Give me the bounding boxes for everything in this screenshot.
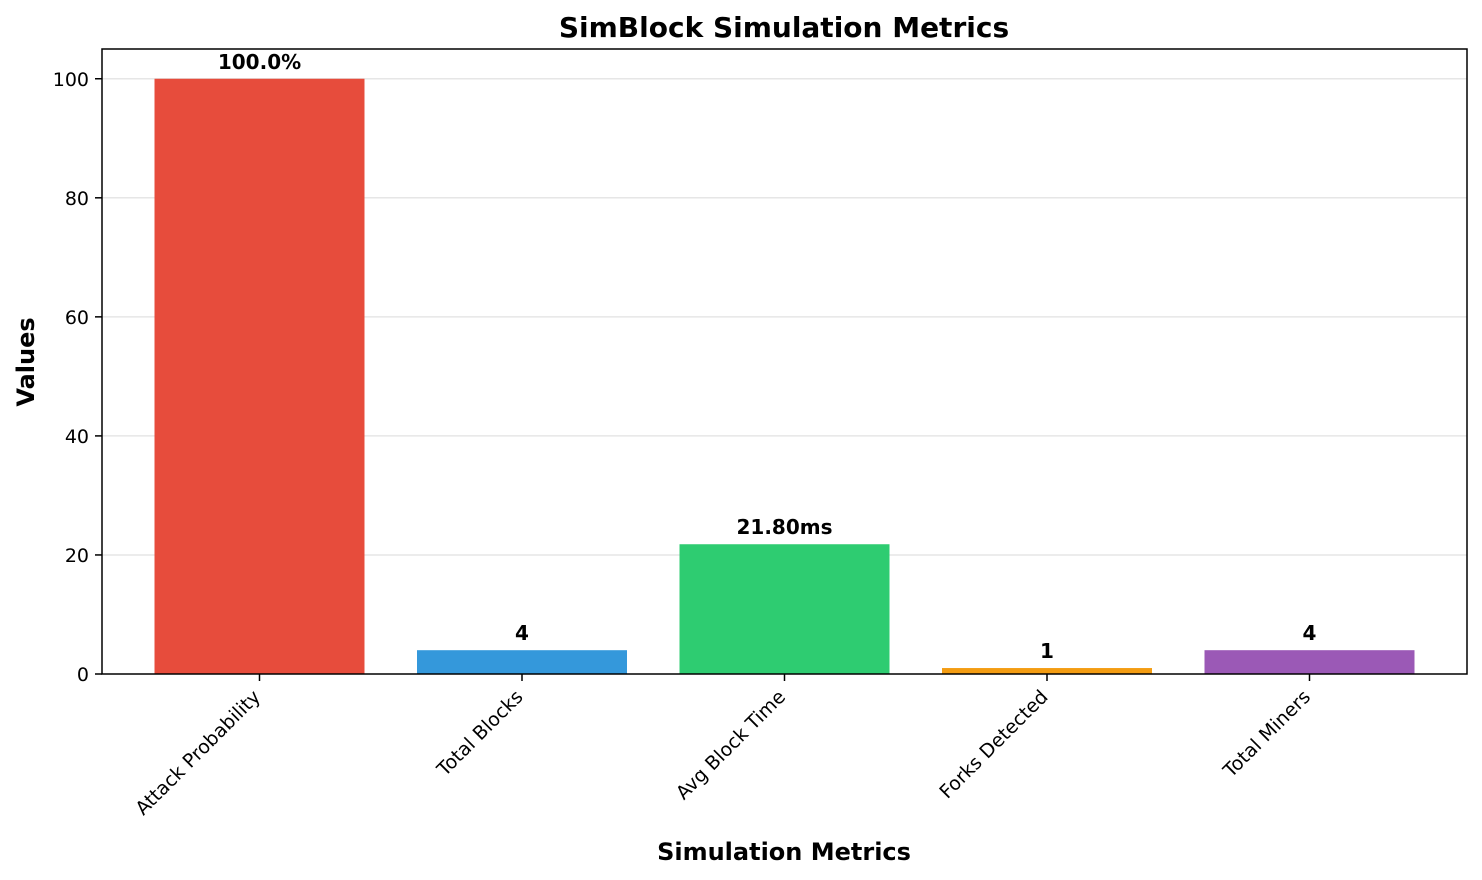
bar: [679, 544, 890, 674]
data-label: 100.0%: [218, 50, 301, 74]
bar: [417, 650, 627, 674]
bar: [1204, 650, 1415, 674]
y-tick-label: 20: [65, 545, 89, 567]
bar: [942, 668, 1152, 674]
y-tick-label: 100: [53, 69, 89, 91]
data-label: 4: [1303, 621, 1317, 645]
x-tick-label: Attack Probability: [131, 686, 265, 820]
chart-title: SimBlock Simulation Metrics: [559, 11, 1009, 44]
data-labels: 100.0% 4 21.80ms 1 4: [218, 50, 1317, 663]
data-label: 4: [515, 621, 529, 645]
bar: [154, 78, 365, 674]
y-axis-label: Values: [12, 317, 40, 406]
y-tick-label: 80: [65, 188, 89, 210]
y-axis-ticks: 0 20 40 60 80 100: [53, 69, 102, 686]
x-tick-label: Total Miners: [1218, 686, 1315, 783]
y-tick-label: 40: [65, 426, 89, 448]
x-tick-label: Avg Block Time: [672, 686, 790, 804]
y-tick-label: 0: [77, 664, 89, 686]
bars: [154, 78, 1415, 674]
x-axis-ticks: Attack Probability Total Blocks Avg Block …: [131, 674, 1315, 820]
x-tick-label: Total Blocks: [432, 686, 527, 781]
x-axis-label: Simulation Metrics: [657, 838, 911, 866]
data-label: 1: [1040, 639, 1054, 663]
x-tick-label: Forks Detected: [935, 686, 1052, 803]
data-label: 21.80ms: [736, 515, 832, 539]
y-tick-label: 60: [65, 307, 89, 329]
